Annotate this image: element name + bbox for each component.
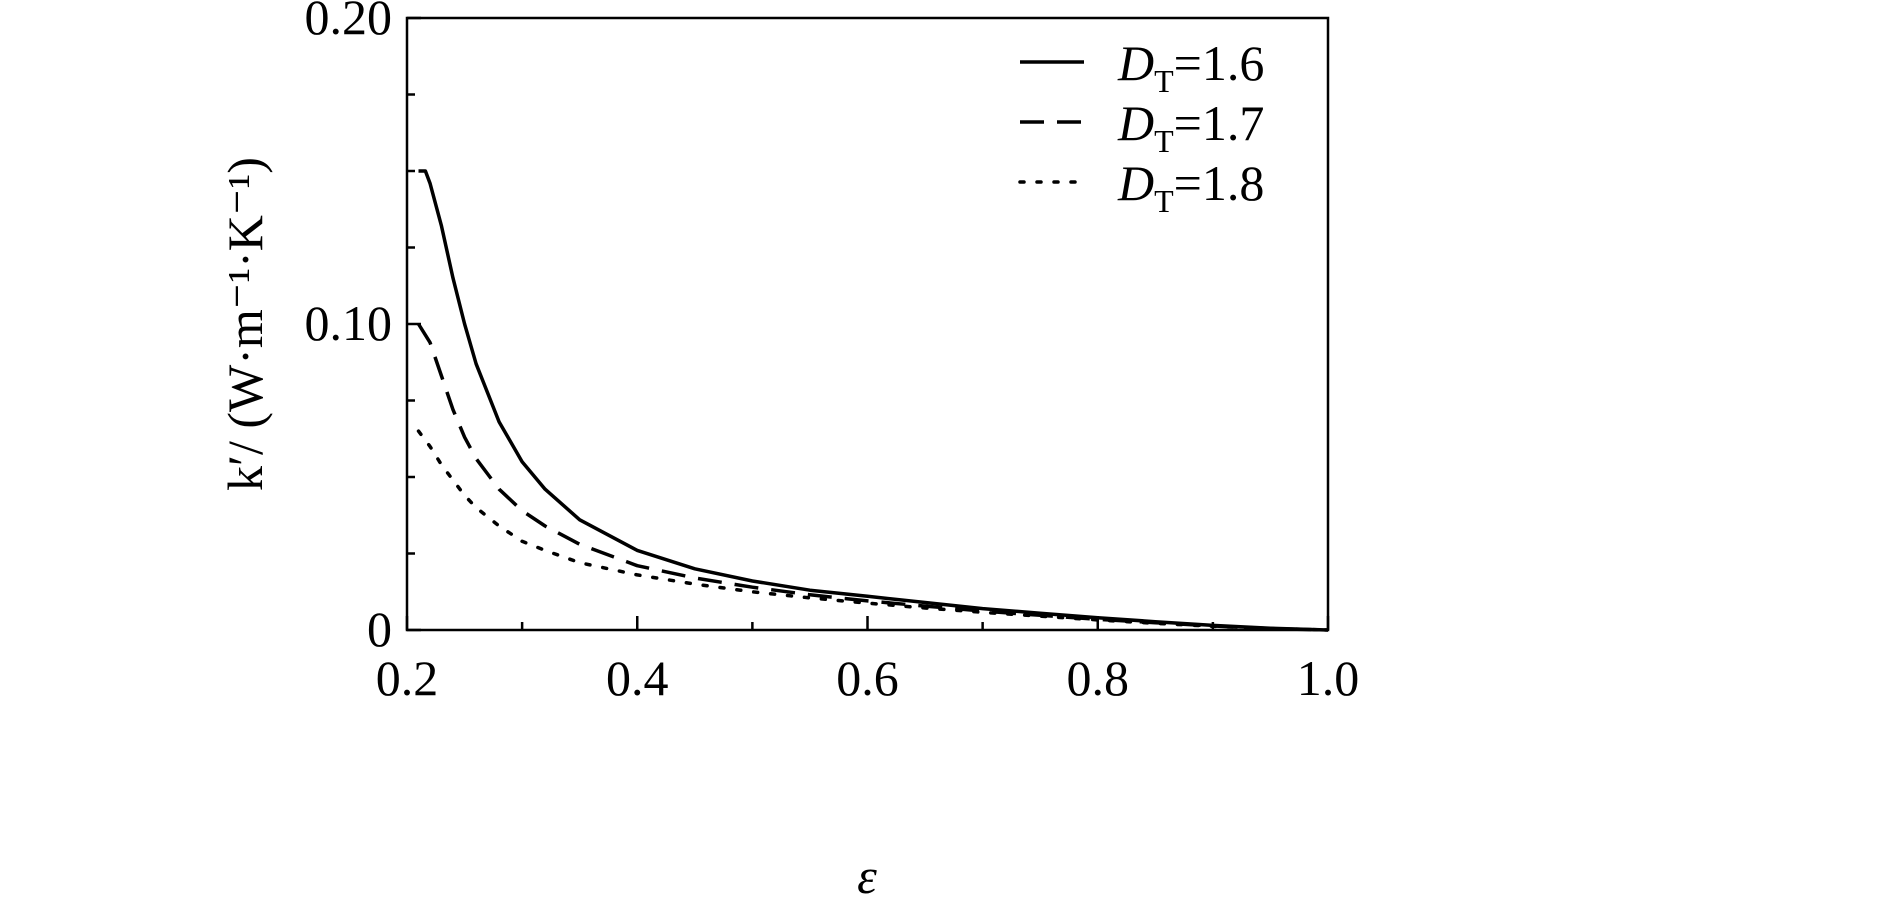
legend-symbol: D <box>1117 155 1154 211</box>
x-tick-label: 0.4 <box>606 650 669 706</box>
legend-value: =1.8 <box>1174 155 1265 211</box>
y-axis-title: k′/ (W·m⁻¹·K⁻¹) <box>217 157 273 491</box>
series-line-3 <box>416 429 1330 632</box>
x-tick-label: 0.6 <box>836 650 899 706</box>
series-layer <box>416 169 1330 632</box>
x-tick-label: 1.0 <box>1297 650 1360 706</box>
legend-subscript: T <box>1154 183 1174 219</box>
legend-subscript: T <box>1154 123 1174 159</box>
legend-label: DT=1.6 <box>1117 35 1264 99</box>
y-tick-label: 0.20 <box>305 0 393 45</box>
legend: DT=1.6DT=1.7DT=1.8 <box>1018 35 1264 219</box>
y-tick-label: 0.10 <box>305 295 393 351</box>
legend-value: =1.7 <box>1174 95 1265 151</box>
legend-label: DT=1.8 <box>1117 155 1264 219</box>
x-axis-title: ε <box>857 848 877 898</box>
x-tick-label: 0.8 <box>1067 650 1130 706</box>
series-line-2 <box>417 323 1329 632</box>
legend-label: DT=1.7 <box>1117 95 1264 159</box>
series-line-1 <box>418 169 1329 632</box>
legend-subscript: T <box>1154 63 1174 99</box>
y-tick-label: 0 <box>367 601 392 657</box>
x-tick-label: 0.2 <box>376 650 439 706</box>
y-axis: 0 0.10 0.20 <box>305 0 421 657</box>
x-axis: 0.2 0.4 0.6 0.8 1.0 <box>376 616 1360 706</box>
legend-symbol: D <box>1117 35 1154 91</box>
legend-symbol: D <box>1117 95 1154 151</box>
legend-value: =1.6 <box>1174 35 1265 91</box>
